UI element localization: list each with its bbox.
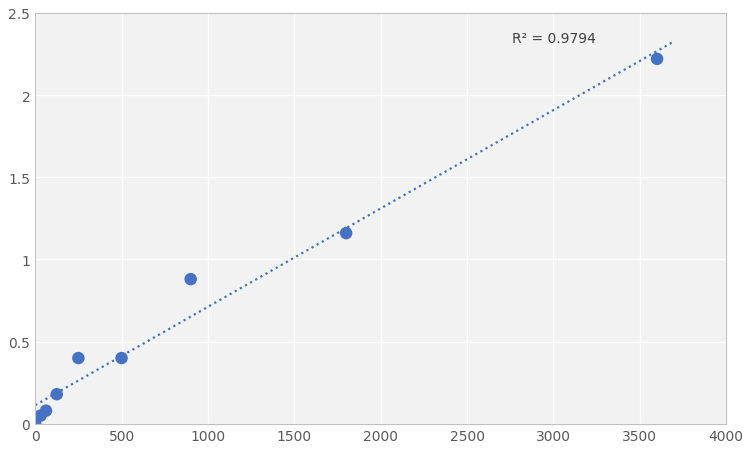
Text: R² = 0.9794: R² = 0.9794 — [512, 32, 596, 46]
Point — [51, 391, 63, 398]
Point — [340, 230, 352, 237]
Point — [29, 420, 41, 428]
Point — [116, 354, 128, 362]
Point — [40, 407, 52, 414]
Point — [72, 354, 84, 362]
Point — [35, 412, 47, 419]
Point — [651, 56, 663, 63]
Point — [185, 276, 197, 283]
